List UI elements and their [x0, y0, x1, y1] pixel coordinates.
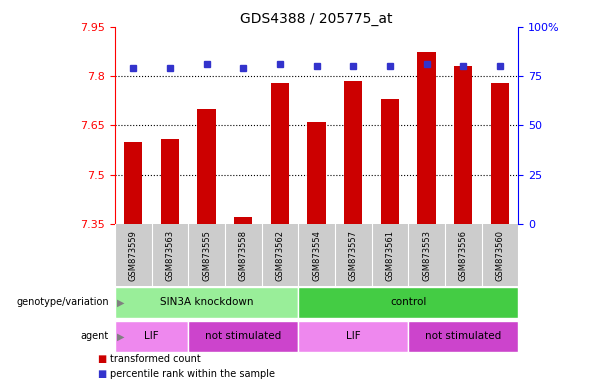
- Text: GSM873554: GSM873554: [312, 230, 321, 281]
- Bar: [124, 142, 143, 224]
- Title: GDS4388 / 205775_at: GDS4388 / 205775_at: [240, 12, 393, 26]
- Bar: [188, 321, 298, 352]
- Text: control: control: [390, 297, 426, 307]
- Text: GSM873559: GSM873559: [128, 230, 138, 281]
- Bar: [271, 83, 289, 224]
- Text: GSM873555: GSM873555: [202, 230, 211, 281]
- Bar: [298, 287, 518, 318]
- Text: GSM873556: GSM873556: [459, 230, 468, 281]
- Bar: [115, 321, 188, 352]
- Text: GSM873557: GSM873557: [349, 230, 358, 281]
- Text: transformed count: transformed count: [110, 354, 201, 364]
- Bar: [161, 139, 179, 224]
- Bar: [307, 122, 326, 224]
- Text: ■: ■: [97, 369, 107, 379]
- Text: agent: agent: [81, 331, 109, 341]
- Bar: [491, 83, 509, 224]
- Text: genotype/variation: genotype/variation: [16, 298, 109, 308]
- Bar: [344, 81, 362, 224]
- Bar: [408, 321, 518, 352]
- Bar: [454, 66, 472, 224]
- Text: LIF: LIF: [346, 331, 360, 341]
- Text: GSM873558: GSM873558: [239, 230, 248, 281]
- Text: GSM873563: GSM873563: [166, 230, 174, 281]
- Text: ▶: ▶: [117, 331, 124, 341]
- Text: ▶: ▶: [117, 298, 124, 308]
- Text: GSM873562: GSM873562: [276, 230, 284, 281]
- Text: GSM873561: GSM873561: [385, 230, 395, 281]
- Text: GSM873553: GSM873553: [422, 230, 431, 281]
- Text: LIF: LIF: [144, 331, 159, 341]
- Bar: [298, 321, 408, 352]
- Bar: [115, 287, 298, 318]
- Text: SIN3A knockdown: SIN3A knockdown: [160, 297, 253, 307]
- Text: percentile rank within the sample: percentile rank within the sample: [110, 369, 275, 379]
- Text: not stimulated: not stimulated: [205, 331, 282, 341]
- Bar: [234, 217, 253, 224]
- Bar: [380, 99, 399, 224]
- Bar: [197, 109, 216, 224]
- Bar: [418, 51, 436, 224]
- Text: GSM873560: GSM873560: [495, 230, 505, 281]
- Text: ■: ■: [97, 354, 107, 364]
- Text: not stimulated: not stimulated: [425, 331, 501, 341]
